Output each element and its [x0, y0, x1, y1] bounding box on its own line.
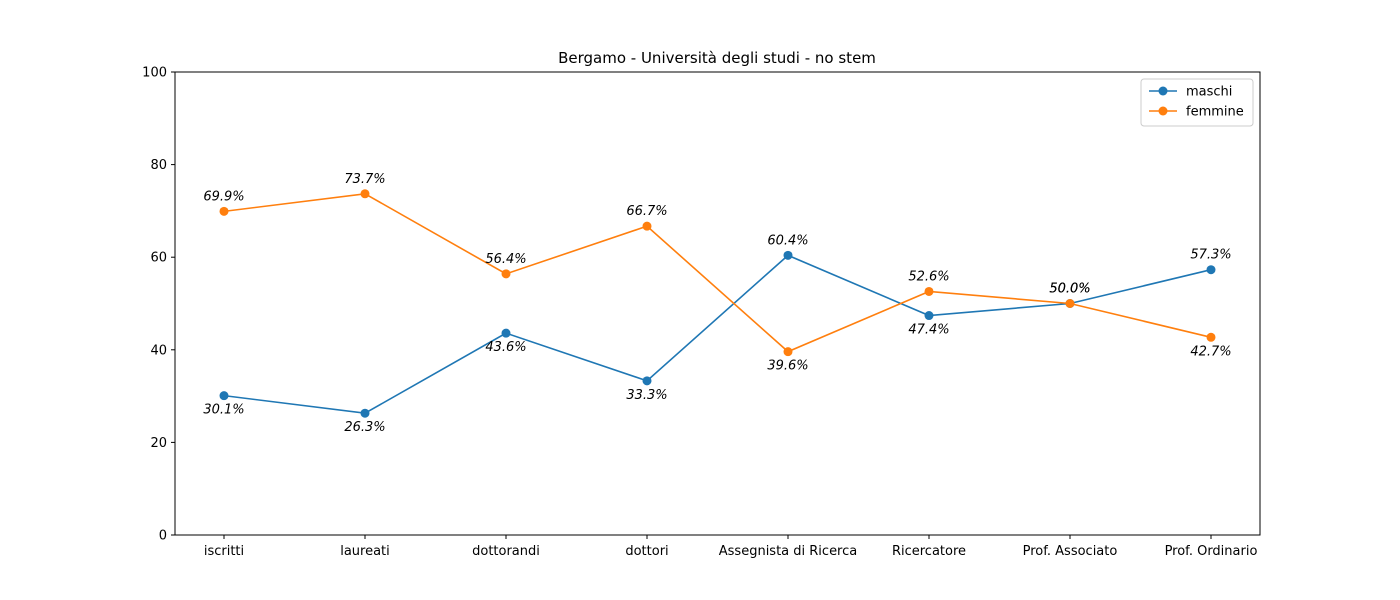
- x-tick-label: dottorandi: [472, 544, 540, 559]
- x-tick-label: Assegnista di Ricerca: [719, 544, 857, 559]
- data-label: 43.6%: [485, 340, 526, 355]
- legend-label: maschi: [1186, 85, 1232, 100]
- series-maschi: 30.1% 26.3% 43.6% 33.3% 60.4% 47.4% 50.0% 57.3%: [203, 233, 1231, 435]
- data-label: 60.4%: [767, 233, 808, 248]
- data-point: [642, 376, 652, 386]
- y-tick-label: 40: [150, 343, 167, 358]
- data-point: [1206, 265, 1216, 275]
- y-tick-label: 0: [159, 529, 167, 544]
- data-point: [642, 221, 652, 231]
- data-label: 52.6%: [908, 269, 949, 284]
- data-point: [924, 311, 934, 321]
- x-tick-label: Prof. Ordinario: [1165, 544, 1258, 559]
- data-point: [1065, 299, 1075, 308]
- x-tick-label: Ricercatore: [892, 544, 966, 559]
- y-tick-label: 100: [142, 66, 167, 81]
- plot-area: [174, 71, 1261, 536]
- data-point: [783, 250, 793, 260]
- x-tick-label: dottori: [625, 544, 668, 559]
- data-point: [501, 269, 511, 279]
- x-tick-label: Prof. Associato: [1023, 544, 1118, 559]
- y-tick-label: 60: [150, 251, 167, 266]
- legend: maschi femmine: [1140, 78, 1254, 127]
- series-line: [223, 192, 1212, 353]
- data-label: 50.0%: [1049, 282, 1090, 297]
- data-point: [219, 206, 229, 216]
- data-point: [924, 286, 934, 296]
- legend-marker: [1158, 106, 1168, 116]
- series-line: [223, 254, 1212, 415]
- chart-title: Bergamo - Università degli studi - no st…: [558, 49, 876, 67]
- data-label: 50.0%: [1049, 282, 1090, 297]
- series-layer: 30.1% 26.3% 43.6% 33.3% 60.4% 47.4% 50.0% 57.3%…: [203, 172, 1231, 435]
- legend-label: femmine: [1186, 105, 1244, 120]
- data-label: 73.7%: [344, 172, 385, 187]
- data-label: 30.1%: [203, 403, 244, 418]
- data-label: 33.3%: [626, 388, 667, 403]
- data-label: 66.7%: [626, 204, 667, 219]
- data-point: [501, 328, 511, 338]
- data-point: [783, 347, 793, 357]
- x-tick-label: iscritti: [204, 544, 244, 559]
- y-tick-label: 80: [150, 158, 167, 173]
- data-label: 69.9%: [203, 189, 244, 204]
- data-label: 47.4%: [908, 323, 949, 338]
- series-femmine: 69.9% 73.7% 56.4% 66.7% 39.6% 52.6% 50.0% 42.7%: [203, 172, 1231, 374]
- data-label: 56.4%: [485, 252, 526, 267]
- x-axis: iscritti laureati dottorandi dottori Assegni…: [204, 535, 1258, 559]
- data-label: 39.6%: [767, 359, 808, 374]
- data-label: 57.3%: [1190, 248, 1231, 263]
- data-point: [360, 408, 370, 418]
- data-label: 42.7%: [1190, 344, 1231, 359]
- y-axis: 0 20 40 60 80 100: [142, 66, 175, 544]
- data-point: [219, 391, 229, 401]
- x-tick-label: laureati: [340, 544, 390, 559]
- data-label: 26.3%: [344, 420, 385, 435]
- legend-marker: [1158, 86, 1168, 96]
- y-tick-label: 20: [150, 436, 167, 451]
- data-point: [360, 189, 370, 199]
- data-point: [1206, 332, 1216, 342]
